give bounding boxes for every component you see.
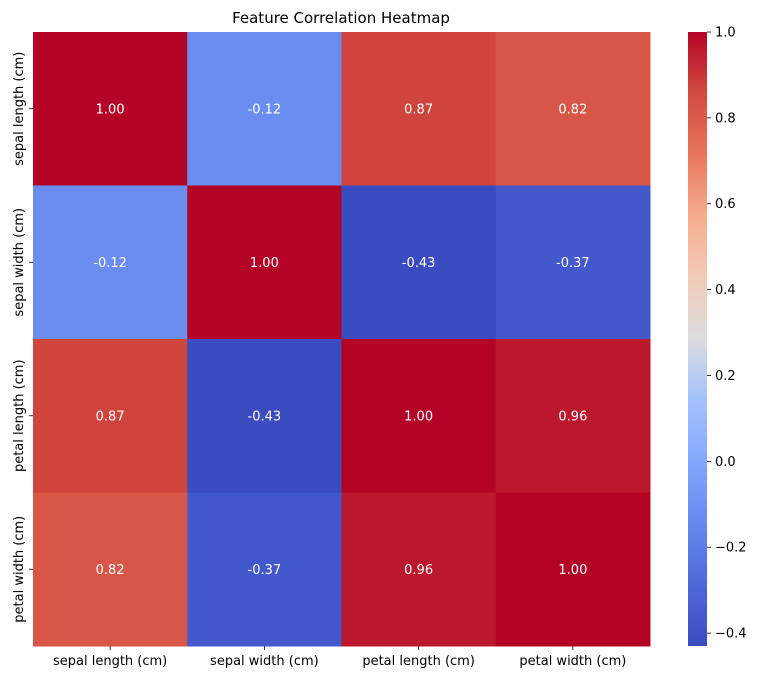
heatmap-cell — [495, 339, 651, 493]
y-tick-label: sepal width (cm) — [12, 208, 27, 317]
heatmap-cell — [33, 185, 188, 340]
colorbar-tick-label: −0.4 — [715, 627, 747, 642]
cell-annotation: -0.37 — [556, 256, 590, 271]
heatmap-cell — [33, 32, 188, 186]
colorbar-tick-label: 0.0 — [715, 455, 736, 470]
heatmap-cell — [33, 339, 188, 493]
cell-annotation: 1.00 — [404, 409, 433, 424]
cell-annotation: -0.43 — [248, 409, 282, 424]
cell-annotation: -0.12 — [248, 102, 282, 117]
colorbar-tick-label: 1.0 — [715, 26, 736, 41]
cell-annotation: 0.82 — [558, 102, 587, 117]
heatmap-cell — [33, 492, 188, 647]
colorbar-tick-label: 0.8 — [715, 111, 736, 126]
heatmap-cell — [187, 32, 342, 186]
cell-annotation: -0.12 — [93, 256, 127, 271]
cell-annotation: 0.96 — [404, 563, 433, 578]
heatmap-cell — [495, 32, 651, 186]
x-tick-label: sepal width (cm) — [210, 654, 319, 669]
heatmap-cell — [187, 185, 342, 340]
heatmap-cell — [495, 492, 651, 647]
y-tick-label: petal length (cm) — [12, 359, 27, 472]
y-tick-label: petal width (cm) — [12, 516, 27, 623]
heatmap-cell — [341, 339, 497, 493]
cell-annotation: 1.00 — [96, 102, 125, 117]
heatmap-cell — [341, 185, 497, 340]
heatmap-cell — [341, 492, 497, 647]
heatmap-cell — [187, 339, 342, 493]
cell-annotation: 1.00 — [250, 256, 279, 271]
heatmap-cells: 1.00 -0.12 0.87 0.82 -0.12 1.00 -0.43 -0.37 0.87… — [33, 32, 651, 647]
cell-annotation: -0.43 — [402, 256, 436, 271]
heatmap-cell — [495, 185, 651, 340]
chart-title: Feature Correlation Heatmap — [232, 9, 450, 27]
x-tick-label: sepal length (cm) — [53, 654, 167, 669]
colorbar-tick-label: 0.2 — [715, 369, 736, 384]
colorbar: 1.0 0.8 0.6 0.4 0.2 0.0 −0.2 −0.4 — [688, 26, 747, 646]
colorbar-tick-label: 0.6 — [715, 197, 736, 212]
y-tick-label: sepal length (cm) — [12, 52, 27, 166]
cell-annotation: 0.96 — [558, 409, 587, 424]
cell-annotation: 0.82 — [96, 563, 125, 578]
colorbar-gradient — [688, 32, 707, 646]
heatmap-cell — [187, 492, 342, 647]
cell-annotation: -0.37 — [248, 563, 282, 578]
colorbar-tick-label: −0.2 — [715, 541, 747, 556]
y-axis: sepal length (cm) sepal width (cm) petal l… — [12, 52, 33, 623]
cell-annotation: 0.87 — [96, 409, 125, 424]
cell-annotation: 0.87 — [404, 102, 433, 117]
colorbar-tick-label: 0.4 — [715, 283, 736, 298]
cell-annotation: 1.00 — [558, 563, 587, 578]
heatmap-cell — [341, 32, 497, 186]
x-axis: sepal length (cm) sepal width (cm) petal l… — [53, 646, 626, 669]
x-tick-label: petal width (cm) — [519, 654, 626, 669]
x-tick-label: petal length (cm) — [362, 654, 475, 669]
